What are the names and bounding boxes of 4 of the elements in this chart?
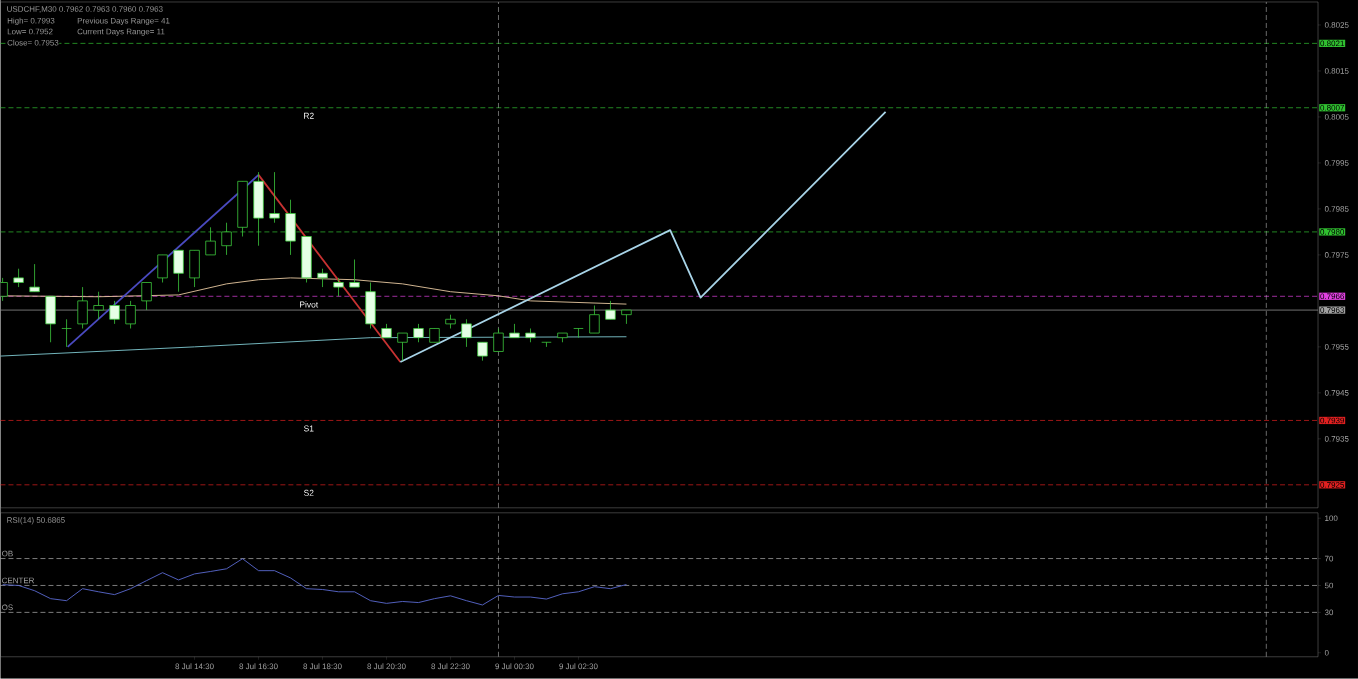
ref-line-label: S1 xyxy=(303,425,314,432)
ref-line-label: R2 xyxy=(304,112,314,119)
ref-line-label: Pivot xyxy=(300,301,319,308)
ref-line-label: S2 xyxy=(303,489,314,496)
